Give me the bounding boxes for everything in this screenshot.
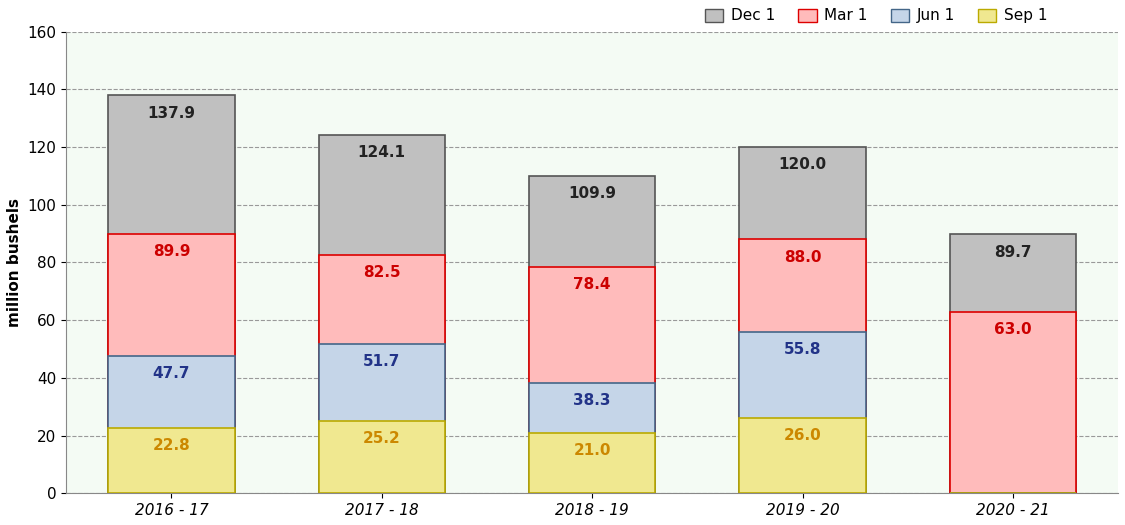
Bar xyxy=(529,176,655,493)
Text: 55.8: 55.8 xyxy=(784,342,821,358)
Bar xyxy=(108,427,234,494)
Bar xyxy=(318,135,444,494)
Text: 63.0: 63.0 xyxy=(994,322,1032,337)
Bar xyxy=(318,344,444,494)
Y-axis label: million bushels: million bushels xyxy=(7,198,22,327)
Bar xyxy=(739,332,865,493)
Text: 109.9: 109.9 xyxy=(568,186,616,201)
Text: 78.4: 78.4 xyxy=(574,277,611,292)
Text: 51.7: 51.7 xyxy=(363,354,400,369)
Bar xyxy=(739,418,865,493)
Bar xyxy=(108,234,234,494)
Text: 25.2: 25.2 xyxy=(363,430,400,446)
Bar xyxy=(108,96,234,494)
Bar xyxy=(108,356,234,494)
Bar xyxy=(318,255,444,494)
Bar xyxy=(529,267,655,494)
Bar xyxy=(529,383,655,493)
Legend: Dec 1, Mar 1, Jun 1, Sep 1: Dec 1, Mar 1, Jun 1, Sep 1 xyxy=(699,2,1053,29)
Bar xyxy=(739,147,865,493)
Bar xyxy=(950,235,1076,494)
Text: 120.0: 120.0 xyxy=(778,157,827,172)
Text: 137.9: 137.9 xyxy=(147,106,196,121)
Text: 21.0: 21.0 xyxy=(574,443,611,458)
Text: 26.0: 26.0 xyxy=(784,428,821,444)
Bar xyxy=(950,311,1076,494)
Text: 88.0: 88.0 xyxy=(784,249,821,265)
Text: 82.5: 82.5 xyxy=(363,265,400,280)
Text: 38.3: 38.3 xyxy=(574,393,611,408)
Bar xyxy=(739,239,865,494)
Text: 89.7: 89.7 xyxy=(994,245,1032,259)
Text: 124.1: 124.1 xyxy=(358,145,406,160)
Bar xyxy=(318,421,444,494)
Text: 47.7: 47.7 xyxy=(153,366,190,381)
Text: 22.8: 22.8 xyxy=(153,438,190,453)
Text: 89.9: 89.9 xyxy=(153,244,190,259)
Bar xyxy=(529,433,655,493)
